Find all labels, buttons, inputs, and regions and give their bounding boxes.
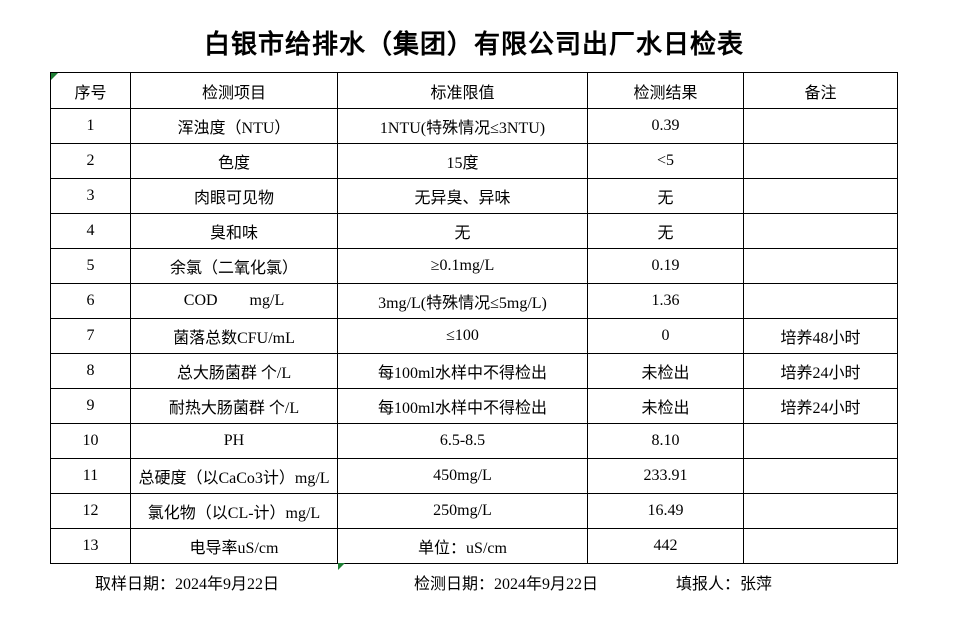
cell-limit: 3mg/L(特殊情况≤5mg/L) (337, 283, 588, 319)
cell-result: 8.10 (587, 423, 744, 459)
cell-limit: 250mg/L (337, 493, 588, 529)
test-date-text: 检测日期：2024年9月22日 (414, 576, 599, 593)
cell-no: 3 (50, 178, 131, 214)
table-row: 11 总硬度（以CaCo3计）mg/L 450mg/L 233.91 (50, 458, 898, 494)
cell-note (743, 108, 898, 144)
table-row: 7 菌落总数CFU/mL ≤100 0 培养48小时 (50, 318, 898, 354)
cell-limit: 6.5-8.5 (337, 423, 588, 459)
cell-result: 16.49 (587, 493, 744, 529)
cell-result: 未检出 (587, 353, 744, 389)
inspection-table: 序号 检测项目 标准限值 检测结果 备注 1 浑浊度（NTU） 1NTU(特殊情… (50, 72, 898, 564)
cell-no: 7 (50, 318, 131, 354)
cell-item: 余氯（二氧化氯） (130, 248, 338, 284)
cell-no: 13 (50, 528, 131, 564)
cell-note (743, 248, 898, 284)
cell-item: 肉眼可见物 (130, 178, 338, 214)
cell-limit: ≥0.1mg/L (337, 248, 588, 284)
reporter-text: 填报人：张萍 (676, 576, 773, 593)
cell-no: 1 (50, 108, 131, 144)
table-row: 12 氯化物（以CL-计）mg/L 250mg/L 16.49 (50, 493, 898, 529)
cell-limit: 1NTU(特殊情况≤3NTU) (337, 108, 588, 144)
cell-note: 培养24小时 (743, 388, 898, 424)
cell-no: 2 (50, 143, 131, 179)
cell-result: 0 (587, 318, 744, 354)
cell-note (743, 423, 898, 459)
cell-note (743, 283, 898, 319)
cell-note (743, 493, 898, 529)
cell-no: 5 (50, 248, 131, 284)
cell-note (743, 178, 898, 214)
cell-no: 8 (50, 353, 131, 389)
cell-result: 1.36 (587, 283, 744, 319)
table-row: 13 电导率uS/cm 单位：uS/cm 442 (50, 528, 898, 564)
cell-item: 菌落总数CFU/mL (130, 318, 338, 354)
cell-result: 0.19 (587, 248, 744, 284)
cell-limit: 无 (337, 213, 588, 249)
cell-result: <5 (587, 143, 744, 179)
cell-no: 12 (50, 493, 131, 529)
cell-limit: 每100ml水样中不得检出 (337, 388, 588, 424)
cell-item: 总大肠菌群 个/L (130, 353, 338, 389)
table-row: 8 总大肠菌群 个/L 每100ml水样中不得检出 未检出 培养24小时 (50, 353, 898, 389)
excel-error-indicator-icon (51, 73, 58, 80)
cell-result: 233.91 (587, 458, 744, 494)
table-row: 1 浑浊度（NTU） 1NTU(特殊情况≤3NTU) 0.39 (50, 108, 898, 144)
cell-item: 总硬度（以CaCo3计）mg/L (130, 458, 338, 494)
cell-item: 浑浊度（NTU） (130, 108, 338, 144)
table-row: 6 COD mg/L 3mg/L(特殊情况≤5mg/L) 1.36 (50, 283, 898, 319)
table-row: 10 PH 6.5-8.5 8.10 (50, 423, 898, 459)
cell-limit: 单位：uS/cm (337, 528, 588, 564)
cell-result: 无 (587, 213, 744, 249)
cell-item: PH (130, 423, 338, 459)
col-header-limit: 标准限值 (337, 72, 588, 109)
cell-no: 6 (50, 283, 131, 319)
cell-limit: 每100ml水样中不得检出 (337, 353, 588, 389)
col-header-item: 检测项目 (130, 72, 338, 109)
cell-limit: 450mg/L (337, 458, 588, 494)
table-header-row: 序号 检测项目 标准限值 检测结果 备注 (50, 72, 898, 109)
cell-item: 色度 (130, 143, 338, 179)
table-row: 4 臭和味 无 无 (50, 213, 898, 249)
cell-limit: 无异臭、异味 (337, 178, 588, 214)
table-row: 9 耐热大肠菌群 个/L 每100ml水样中不得检出 未检出 培养24小时 (50, 388, 898, 424)
cell-item: COD mg/L (130, 283, 338, 319)
cell-note (743, 143, 898, 179)
cell-no: 11 (50, 458, 131, 494)
table-row: 5 余氯（二氧化氯） ≥0.1mg/L 0.19 (50, 248, 898, 284)
footer: 取样日期：2024年9月22日 检测日期：2024年9月22日 填报人：张萍 (50, 570, 930, 594)
cell-item: 电导率uS/cm (130, 528, 338, 564)
cell-result: 无 (587, 178, 744, 214)
table-row: 3 肉眼可见物 无异臭、异味 无 (50, 178, 898, 214)
cell-note (743, 458, 898, 494)
cell-note (743, 213, 898, 249)
cell-result: 0.39 (587, 108, 744, 144)
page-title: 白银市给排水（集团）有限公司出厂水日检表 (203, 30, 744, 59)
cell-item: 耐热大肠菌群 个/L (130, 388, 338, 424)
col-header-note: 备注 (743, 72, 898, 109)
cell-no: 10 (50, 423, 131, 459)
cell-limit: 15度 (337, 143, 588, 179)
cell-limit: ≤100 (337, 318, 588, 354)
cell-item: 臭和味 (130, 213, 338, 249)
col-header-no: 序号 (50, 72, 131, 109)
col-header-result: 检测结果 (587, 72, 744, 109)
cell-note (743, 528, 898, 564)
cell-result: 442 (587, 528, 744, 564)
cell-no: 9 (50, 388, 131, 424)
sample-date-text: 取样日期：2024年9月22日 (95, 576, 280, 593)
excel-error-indicator-icon (338, 563, 345, 570)
table-row: 2 色度 15度 <5 (50, 143, 898, 179)
cell-note: 培养24小时 (743, 353, 898, 389)
cell-note: 培养48小时 (743, 318, 898, 354)
cell-item: 氯化物（以CL-计）mg/L (130, 493, 338, 529)
cell-no: 4 (50, 213, 131, 249)
cell-result: 未检出 (587, 388, 744, 424)
